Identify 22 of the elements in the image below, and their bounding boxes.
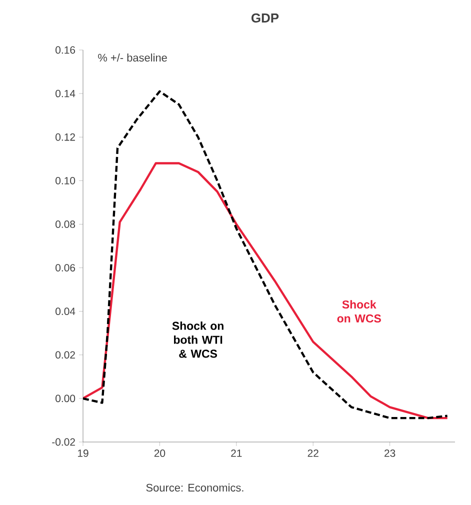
- source-note: Source: Economics.: [146, 484, 244, 492]
- y-tick-label: 0.16: [56, 46, 76, 54]
- x-tick-label: 19: [78, 450, 88, 457]
- x-tick-label: 23: [384, 450, 396, 457]
- y-tick-label: 0.04: [56, 308, 76, 316]
- x-tick-label: 21: [231, 450, 242, 457]
- y-tick-label: 0.10: [56, 176, 76, 184]
- x-tick-label: 22: [308, 450, 318, 457]
- line-series: [83, 162, 448, 420]
- y-tick-label: 0.02: [56, 351, 75, 359]
- y-tick-label: -0.02: [52, 438, 75, 446]
- text: Shock on WCS: [337, 300, 381, 323]
- y-tick-label: 0.12: [56, 133, 75, 141]
- y-tick-label: 0.08: [56, 220, 76, 228]
- y-tick-label: 0.14: [56, 90, 76, 98]
- chart-title: GDP: [252, 13, 279, 23]
- text: Shock on both WTI & WCS: [172, 321, 224, 358]
- x-tick-label: 20: [154, 450, 166, 457]
- line-series: [83, 90, 448, 420]
- annotation: % +/- baseline: [98, 54, 167, 62]
- y-tick-label: 0.00: [56, 394, 76, 402]
- y-tick-label: 0.06: [56, 264, 76, 272]
